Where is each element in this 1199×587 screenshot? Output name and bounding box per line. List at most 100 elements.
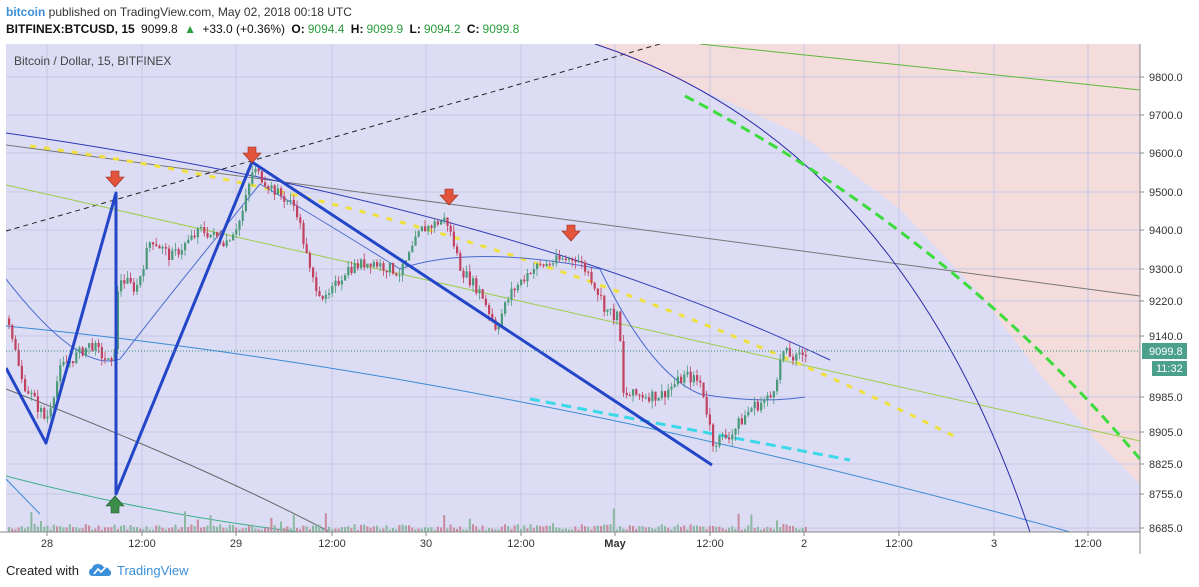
volume-bar [609, 524, 612, 532]
candle-body [132, 282, 135, 292]
candle-body [52, 397, 55, 409]
volume-bar [427, 527, 430, 532]
candle-body [49, 408, 52, 417]
candle-body [331, 285, 334, 294]
candle-body [689, 371, 692, 383]
candle-body [286, 200, 289, 202]
candle-body [446, 217, 449, 226]
candle-body [315, 277, 318, 292]
volume-bar [648, 526, 650, 532]
candle-body [228, 240, 231, 242]
volume-bar [452, 527, 455, 532]
candle-body [238, 220, 241, 230]
author-link[interactable]: bitcoin [6, 5, 46, 19]
volume-bar [46, 525, 49, 532]
symbol-info: BITFINEX:BTCUSD, 15 9099.8 ▲ +33.0 (+0.3… [6, 22, 522, 36]
teal-arc [6, 475, 301, 532]
volume-bar [657, 526, 660, 532]
volume-bar [136, 527, 138, 532]
candle-body [424, 226, 427, 232]
candle-body [232, 234, 235, 241]
candle-body [376, 262, 379, 267]
time-tick-label: May [604, 538, 626, 550]
candle-body [456, 246, 459, 254]
volume-bar [289, 528, 292, 532]
volume-bar [315, 524, 318, 532]
volume-bar [49, 529, 52, 532]
candle-body [548, 263, 551, 265]
volume-bar [673, 526, 676, 532]
candle-body [363, 259, 366, 268]
volume-bar [366, 526, 369, 532]
candle-body [100, 347, 103, 359]
candle-body [17, 349, 20, 366]
candle-body [552, 263, 555, 265]
volume-bar [532, 528, 535, 532]
volume-bar [129, 525, 132, 532]
volume-bar [200, 527, 202, 532]
volume-bar [145, 526, 148, 532]
candle-body [136, 284, 139, 292]
candle-body [664, 391, 667, 398]
candle-body [324, 294, 327, 299]
volume-bar [187, 527, 190, 532]
volume-bar [436, 526, 439, 532]
volume-bar [667, 527, 670, 532]
candle-body [702, 382, 705, 397]
candle-body [353, 263, 356, 273]
volume-bar [59, 526, 62, 532]
candle-body [587, 271, 590, 273]
volume-bar [228, 524, 231, 532]
volume-bar [644, 527, 647, 532]
volume-bar [65, 527, 68, 532]
candle-body [164, 247, 167, 249]
volume-bar [232, 525, 234, 532]
price-chart[interactable]: Bitcoin / Dollar, 15, BITFINEX 8685.0 875… [0, 44, 1199, 554]
candle-body [744, 415, 747, 425]
candle-body [500, 313, 503, 327]
candle-body [222, 242, 225, 247]
volume-bar [353, 524, 356, 532]
volume-bar [692, 525, 695, 532]
volume-bar [718, 526, 721, 532]
candle-body [398, 275, 401, 277]
volume-bar [241, 528, 244, 532]
volume-bar [500, 526, 503, 532]
volume-bar [440, 527, 442, 532]
trend-lines [6, 44, 1140, 532]
candle-body [148, 242, 151, 248]
volume-bar [404, 525, 407, 532]
candle-body [641, 395, 644, 398]
tradingview-link[interactable]: TradingView [117, 563, 189, 578]
chart-area[interactable]: Bitcoin / Dollar, 15, BITFINEX 8685.0 875… [0, 44, 1199, 554]
candle-body [737, 418, 740, 429]
candle-body [516, 284, 519, 291]
volume-bar [728, 527, 730, 532]
volume-bar [132, 527, 135, 532]
time-axis[interactable]: 28 12:00 29 12:00 30 12:00 May 12:00 2 12:00 3 12:0… [41, 532, 1102, 550]
signal-markers [105, 146, 581, 514]
price-axis[interactable]: 8685.0 8755.0 8825.0 8905.0 8985.0 9140.0 9220… [1140, 72, 1183, 535]
price-tag-label: 9099.8 [1149, 346, 1183, 358]
volume-bar [62, 527, 65, 532]
volume-bar [328, 526, 330, 532]
volume-bar [603, 524, 606, 532]
candle-body [142, 269, 145, 277]
candle-body [536, 263, 539, 270]
volume-bar [740, 529, 743, 532]
candle-body [257, 168, 260, 172]
candle-body [526, 273, 529, 282]
candle-body [497, 326, 500, 330]
price-tick-label: 8985.0 [1149, 392, 1183, 404]
volume-bar [148, 529, 151, 532]
candle-body [366, 263, 369, 268]
volume-bar [638, 525, 641, 532]
volume-bar [161, 527, 164, 532]
volume-bar [577, 529, 580, 532]
candle-body [465, 271, 468, 278]
volume-bar [238, 529, 241, 532]
resistance-zone [595, 44, 1140, 484]
volume-bar [225, 528, 228, 532]
volume-bar [14, 529, 17, 532]
candle-body [756, 401, 759, 411]
